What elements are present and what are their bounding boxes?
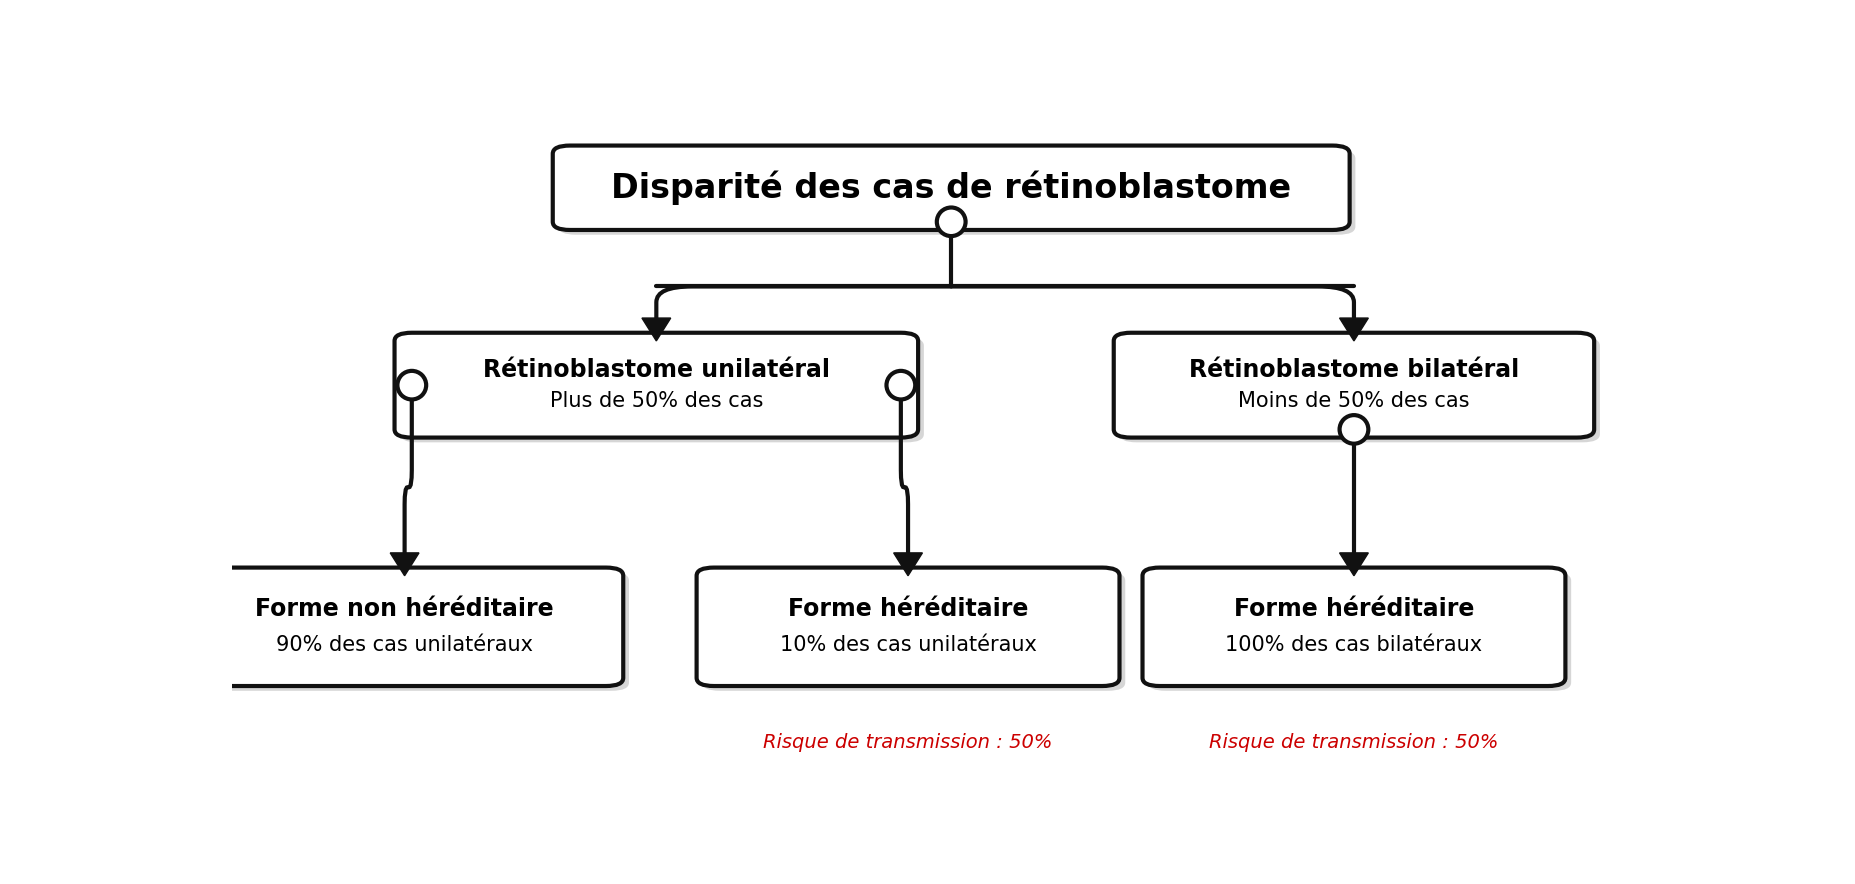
Polygon shape	[1339, 318, 1367, 341]
FancyBboxPatch shape	[191, 572, 629, 690]
FancyBboxPatch shape	[1143, 568, 1564, 686]
Text: Rétinoblastome bilatéral: Rétinoblastome bilatéral	[1189, 358, 1517, 382]
Ellipse shape	[937, 208, 965, 236]
Ellipse shape	[397, 371, 427, 400]
FancyBboxPatch shape	[1119, 338, 1599, 442]
FancyBboxPatch shape	[701, 572, 1124, 690]
Text: Disparité des cas de rétinoblastome: Disparité des cas de rétinoblastome	[610, 171, 1291, 205]
Text: Forme héréditaire: Forme héréditaire	[1234, 598, 1473, 621]
FancyBboxPatch shape	[558, 150, 1354, 235]
Ellipse shape	[887, 371, 915, 400]
Text: Forme non héréditaire: Forme non héréditaire	[256, 598, 553, 621]
Text: 90% des cas unilatéraux: 90% des cas unilatéraux	[276, 636, 532, 655]
Ellipse shape	[1339, 415, 1367, 444]
Polygon shape	[390, 552, 419, 575]
Text: Risque de transmission : 50%: Risque de transmission : 50%	[762, 733, 1052, 752]
Text: 100% des cas bilatéraux: 100% des cas bilatéraux	[1224, 636, 1482, 655]
Polygon shape	[642, 318, 670, 341]
Polygon shape	[1339, 552, 1367, 575]
FancyBboxPatch shape	[395, 332, 918, 438]
FancyBboxPatch shape	[1113, 332, 1593, 438]
FancyBboxPatch shape	[1148, 572, 1571, 690]
Text: 10% des cas unilatéraux: 10% des cas unilatéraux	[779, 636, 1035, 655]
Polygon shape	[894, 552, 922, 575]
Text: Rétinoblastome unilatéral: Rétinoblastome unilatéral	[482, 358, 829, 382]
Text: Moins de 50% des cas: Moins de 50% des cas	[1237, 391, 1469, 411]
FancyBboxPatch shape	[553, 146, 1349, 230]
FancyBboxPatch shape	[696, 568, 1119, 686]
FancyBboxPatch shape	[186, 568, 623, 686]
Text: Forme héréditaire: Forme héréditaire	[787, 598, 1028, 621]
Text: Risque de transmission : 50%: Risque de transmission : 50%	[1209, 733, 1497, 752]
Text: Plus de 50% des cas: Plus de 50% des cas	[549, 391, 762, 411]
FancyBboxPatch shape	[401, 338, 924, 442]
